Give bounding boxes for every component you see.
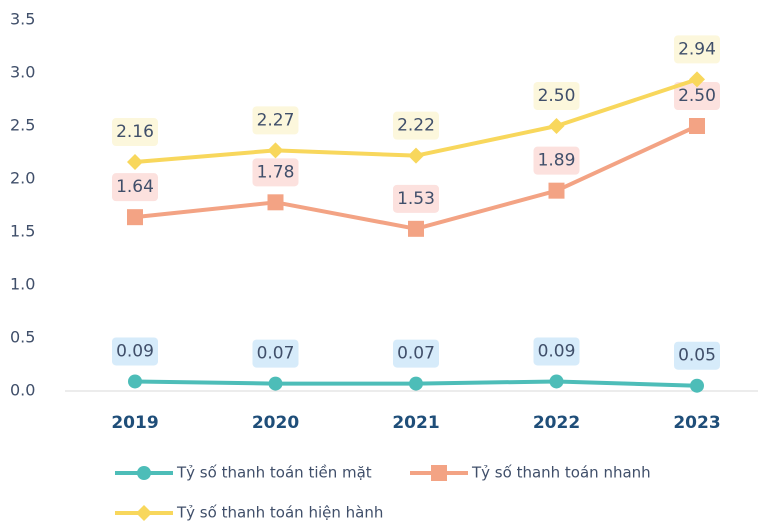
data-label: 0.05 — [678, 346, 716, 366]
marker — [548, 118, 565, 134]
data-label: 1.89 — [538, 151, 576, 171]
marker — [268, 376, 283, 391]
marker — [409, 376, 423, 391]
data-label: 0.07 — [397, 344, 435, 364]
y-tick-label: 2.5 — [10, 116, 35, 135]
data-label-bg — [674, 341, 720, 370]
marker — [408, 147, 424, 164]
marker — [136, 505, 152, 521]
data-label-bg — [393, 111, 439, 140]
legend-label: Tỷ số thanh toán hiện hành — [176, 504, 383, 522]
data-label: 1.64 — [116, 177, 154, 197]
x-tick-label: 2020 — [252, 413, 299, 433]
x-tick-label: 2019 — [111, 413, 158, 433]
marker — [690, 378, 704, 393]
marker — [689, 118, 705, 134]
data-label-bg — [393, 184, 439, 213]
data-label-bg — [252, 158, 299, 187]
y-tick-label: 3.5 — [10, 10, 35, 29]
data-label: 2.50 — [538, 86, 576, 106]
data-label: 2.16 — [116, 122, 154, 142]
y-tick-label: 2.0 — [10, 169, 35, 188]
data-label: 2.94 — [678, 39, 716, 59]
data-label: 2.27 — [257, 110, 295, 130]
data-label: 1.78 — [257, 162, 295, 182]
data-label: 2.50 — [678, 86, 716, 106]
data-label: 2.22 — [397, 116, 435, 136]
data-label-bg — [674, 35, 720, 64]
marker — [127, 209, 143, 226]
legend-label: Tỷ số thanh toán tiền mặt — [176, 464, 372, 482]
data-label: 1.53 — [397, 189, 435, 209]
marker — [431, 465, 447, 481]
data-label-bg — [533, 337, 580, 366]
y-tick-label: 1.5 — [10, 222, 35, 241]
marker — [267, 142, 284, 159]
marker — [408, 220, 424, 237]
data-label-bg — [533, 82, 580, 110]
data-label-bg — [252, 106, 299, 135]
marker — [127, 154, 143, 171]
data-label-bg — [533, 146, 580, 175]
marker — [549, 374, 564, 389]
data-label-bg — [252, 339, 299, 368]
data-label: 0.07 — [257, 344, 295, 364]
marker — [267, 194, 284, 211]
data-label-bg — [393, 339, 439, 368]
marker — [689, 71, 705, 88]
data-label: 0.09 — [116, 341, 154, 361]
x-tick-label: 2023 — [673, 413, 720, 433]
y-tick-label: 0.5 — [10, 328, 35, 347]
y-tick-label: 1.0 — [10, 275, 35, 294]
marker — [548, 182, 565, 199]
data-label-bg — [112, 337, 158, 366]
y-tick-label: 0.0 — [10, 381, 35, 400]
data-label-bg — [674, 82, 720, 110]
marker — [137, 466, 151, 480]
legend-label: Tỷ số thanh toán nhanh — [471, 464, 651, 482]
x-tick-label: 2022 — [533, 413, 580, 433]
x-tick-label: 2021 — [392, 413, 439, 433]
series-line — [134, 124, 698, 231]
y-tick-label: 3.0 — [10, 63, 35, 82]
data-label: 0.09 — [538, 341, 576, 361]
marker — [128, 374, 142, 389]
data-label-bg — [112, 173, 158, 202]
data-label-bg — [112, 118, 158, 147]
